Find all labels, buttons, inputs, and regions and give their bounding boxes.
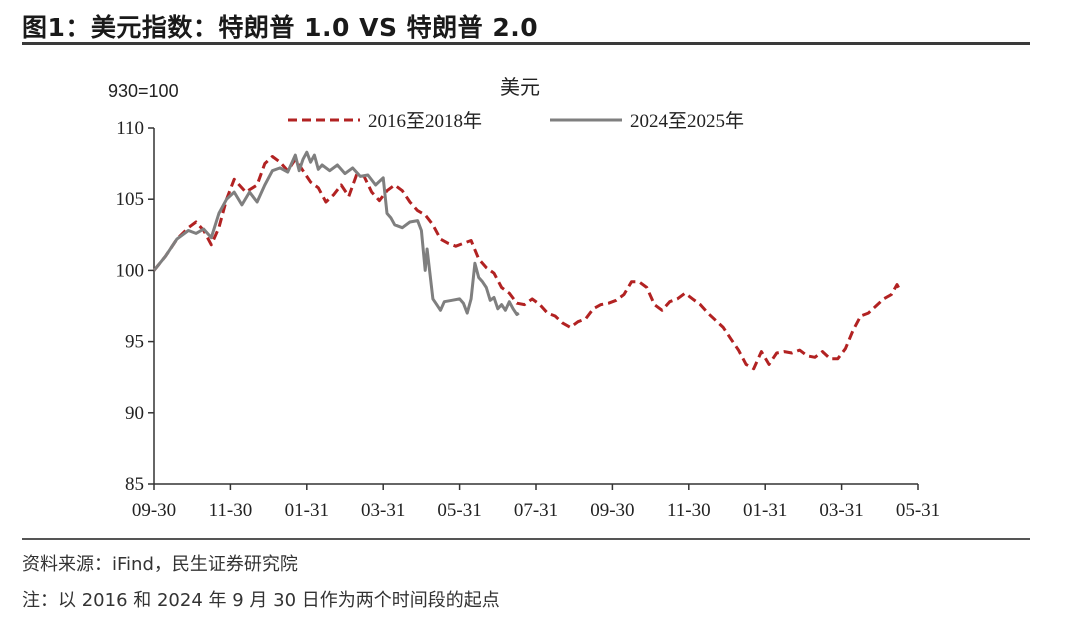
x-tick-label: 07-31 (514, 500, 558, 521)
x-tick-label: 11-30 (667, 500, 711, 521)
footnote: 注：以 2016 和 2024 年 9 月 30 日作为两个时间段的起点 (22, 590, 500, 611)
x-tick-label: 09-30 (590, 500, 634, 521)
x-tick-label: 03-31 (361, 500, 405, 521)
x-tick-label: 01-31 (285, 500, 329, 521)
y-tick-label: 90 (125, 403, 144, 424)
y-tick-label: 100 (116, 260, 145, 281)
x-tick-label: 03-31 (819, 500, 863, 521)
series-layer (152, 150, 903, 371)
footer-rule (22, 538, 1030, 540)
series-line-2024-2025 (152, 150, 520, 316)
legend-label-2024: 2024至2025年 (630, 110, 744, 132)
x-tick-label: 05-31 (896, 500, 940, 521)
y-axis-label: 930=100 (108, 81, 179, 101)
y-tick-label: 95 (125, 332, 144, 353)
chart-title: 美元 (500, 75, 540, 99)
legend: 2016至2018年 2024至2025年 (288, 110, 744, 132)
x-tick-label: 09-30 (132, 500, 176, 521)
figure-title: 图1：美元指数：特朗普 1.0 VS 特朗普 2.0 (22, 13, 539, 42)
title-rule (22, 42, 1030, 45)
x-tick-label: 11-30 (209, 500, 253, 521)
series-line-2016-2018 (152, 155, 903, 371)
y-tick-label: 105 (116, 189, 145, 210)
x-tick-label: 05-31 (437, 500, 481, 521)
x-tick-label: 01-31 (743, 500, 787, 521)
dollar-index-chart: 美元 930=100 2016至2018年 2024至2025年 85 90 95 1… (108, 75, 941, 521)
y-tick-label: 110 (116, 118, 144, 139)
legend-label-2016: 2016至2018年 (368, 110, 482, 132)
y-tick-label: 85 (125, 474, 144, 495)
axes: 85 90 95 100 105 110 09-30 11-30 01-31 03-31 05-31… (116, 118, 941, 521)
source-note: 资料来源：iFind，民生证券研究院 (22, 554, 298, 575)
